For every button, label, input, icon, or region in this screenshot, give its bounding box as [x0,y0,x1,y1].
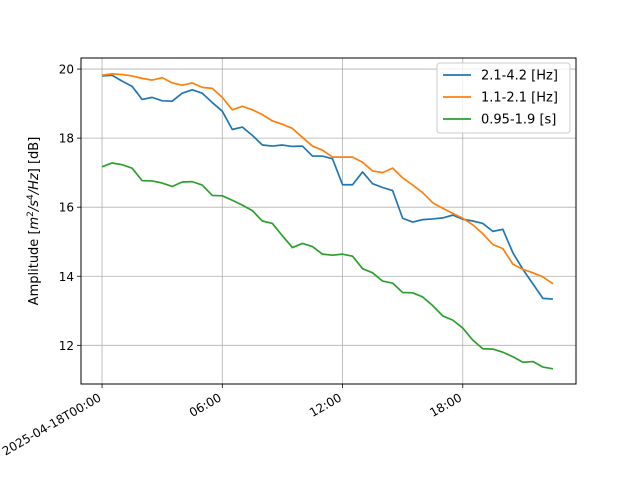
y-axis-label: Amplitude [m2/s4/Hz] [dB] [26,137,42,306]
y-tick-label: 20 [59,63,74,77]
series-line [101,162,554,370]
legend-label: 0.95-1.9 [s] [481,113,556,128]
y-tick-label: 16 [59,201,74,215]
legend-label: 1.1-2.1 [Hz] [481,91,558,106]
y-tick-label: 14 [59,270,74,284]
legend-label: 2.1-4.2 [Hz] [481,69,558,84]
y-axis-ticks: 12 14 16 18 20 [59,63,81,353]
legend-box [436,62,571,134]
series-line [101,73,554,285]
y-tick-label: 18 [59,132,74,146]
y-tick-label: 12 [59,339,74,353]
series-line [101,74,554,300]
plot-frame [80,57,577,385]
legend: 2.1-4.2 [Hz] 1.1-2.1 [Hz] 0.95-1.9 [s] [436,62,571,134]
series-lines [101,73,554,370]
